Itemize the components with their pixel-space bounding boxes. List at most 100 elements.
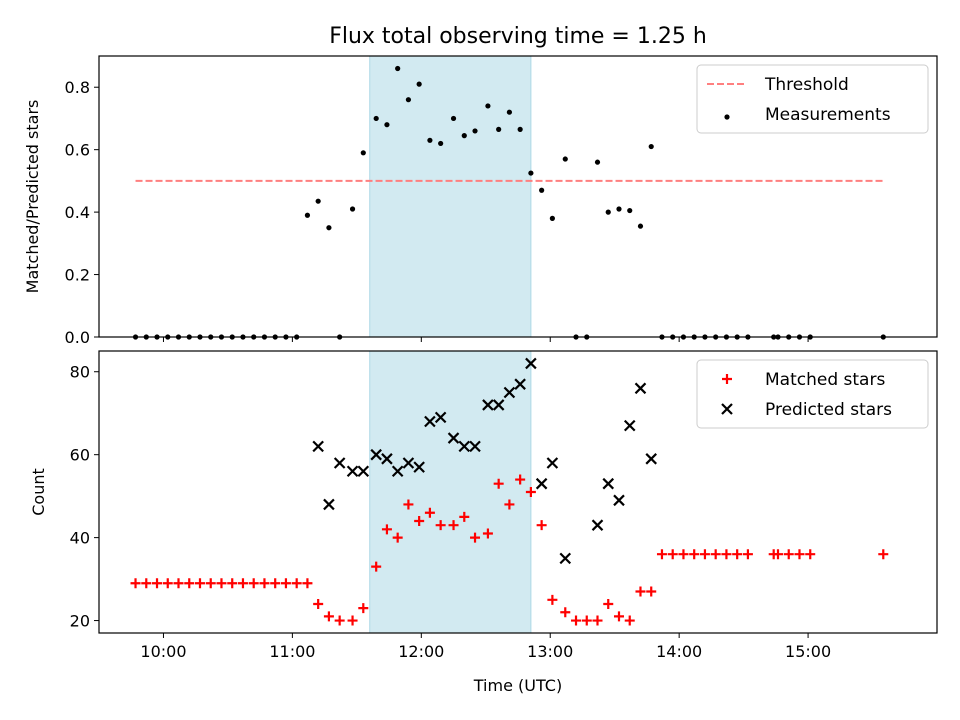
matched-star-marker (392, 532, 403, 543)
matched-star-marker (678, 549, 689, 560)
highlight-span (369, 350, 532, 634)
matched-star-marker (130, 578, 141, 589)
predicted-star-marker (424, 415, 436, 428)
matched-star-marker (699, 549, 710, 560)
legend-matched-swatch (722, 374, 732, 384)
measurement-point (450, 115, 457, 122)
predicted-star-marker (623, 419, 636, 432)
matched-star-marker (646, 586, 657, 597)
measurement-point (395, 65, 401, 72)
x-tick-label: 13:00 (527, 642, 573, 661)
legend-predicted-swatch (721, 403, 733, 415)
measurement-point (562, 156, 568, 162)
measurement-point (605, 209, 611, 215)
matched-star-marker (547, 594, 558, 605)
measurement-point (360, 150, 366, 156)
predicted-star-marker (525, 357, 537, 370)
legend-measurement-swatch (724, 114, 730, 120)
measurement-point (594, 159, 601, 165)
matched-star-marker (525, 487, 536, 497)
matched-star-marker (592, 615, 603, 626)
y-tick-label: 0.2 (65, 266, 90, 285)
matched-star-marker (624, 615, 635, 626)
matched-star-marker (205, 578, 216, 589)
predicted-star-marker (434, 411, 447, 424)
predicted-star-marker (469, 440, 481, 453)
legend-label: Matched stars (765, 370, 885, 390)
measurement-point (539, 187, 545, 193)
matched-star-marker (173, 578, 184, 589)
measurement-point (405, 97, 412, 103)
measurement-point (326, 225, 332, 231)
matched-star-marker (323, 611, 334, 622)
matched-star-marker (571, 615, 582, 626)
measurement-point (506, 109, 513, 115)
predicted-star-marker (482, 399, 494, 411)
matched-star-marker (313, 598, 324, 609)
measurement-point (549, 215, 555, 221)
matched-star-marker (493, 478, 504, 489)
measurement-point (304, 212, 311, 218)
matched-star-marker (248, 578, 259, 589)
predicted-star-marker (591, 519, 604, 531)
x-tick-label: 15:00 (785, 642, 831, 661)
legend-box (696, 359, 929, 429)
matched-star-marker (227, 578, 238, 589)
measurement-point (627, 207, 633, 214)
matched-star-marker (184, 578, 195, 589)
matched-star-marker (448, 520, 459, 531)
measurement-point (349, 206, 356, 212)
x-tick-label: 14:00 (656, 642, 702, 661)
measurement-point (496, 126, 502, 132)
matched-star-marker (667, 549, 678, 560)
matched-star-marker (334, 615, 345, 626)
predicted-star-marker (413, 461, 425, 473)
measurement-point (616, 206, 622, 212)
matched-star-marker (772, 549, 783, 560)
matched-star-marker (194, 578, 205, 589)
y-axis-label: Count (29, 468, 48, 516)
y-tick-label: 20 (70, 612, 90, 631)
predicted-star-marker (370, 448, 382, 461)
matched-star-marker (291, 578, 302, 589)
top-panel: 0.0 0.2 0.4 0.6 0.8 Matched/Predicted stars Th… (23, 55, 938, 347)
y-tick-label: 0.4 (65, 203, 90, 222)
measurement-point (427, 137, 433, 143)
x-tick-label: 12:00 (398, 642, 444, 661)
matched-star-marker (482, 528, 493, 539)
measurement-point (472, 128, 478, 134)
predicted-star-marker (381, 453, 393, 465)
y-tick-label: 40 (70, 529, 90, 548)
y-axis-label: Matched/Predicted stars (23, 100, 42, 294)
measurement-point (637, 223, 644, 229)
matched-star-marker (656, 549, 667, 560)
matched-star-marker (302, 578, 313, 589)
matched-star-marker (805, 549, 816, 560)
x-tick-label: 11:00 (269, 642, 315, 661)
matched-star-marker (259, 578, 270, 589)
predicted-star-marker (535, 477, 548, 490)
predicted-star-marker (492, 399, 505, 411)
highlight-span (369, 55, 532, 338)
matched-star-marker (581, 615, 592, 626)
predicted-star-marker (546, 457, 559, 469)
y-tick-label: 0.8 (65, 78, 90, 97)
bottom-legend: Matched stars Predicted stars (696, 359, 929, 429)
matched-star-marker (515, 474, 526, 485)
predicted-star-marker (402, 457, 415, 469)
measurement-point (528, 170, 534, 176)
matched-star-marker (613, 611, 624, 622)
y-tick-label: 60 (70, 446, 90, 465)
measurement-point (416, 81, 422, 87)
matched-star-marker (504, 499, 515, 510)
matched-star-marker (459, 511, 470, 522)
y-tick-label: 0.0 (65, 328, 90, 347)
matched-star-marker (435, 520, 446, 531)
predicted-star-marker (346, 465, 359, 478)
matched-star-marker (270, 578, 281, 589)
legend-label: Threshold (764, 75, 849, 95)
matched-star-marker (721, 549, 732, 560)
matched-star-marker (237, 578, 248, 589)
predicted-star-marker (645, 453, 657, 465)
predicted-star-marker (458, 440, 471, 453)
